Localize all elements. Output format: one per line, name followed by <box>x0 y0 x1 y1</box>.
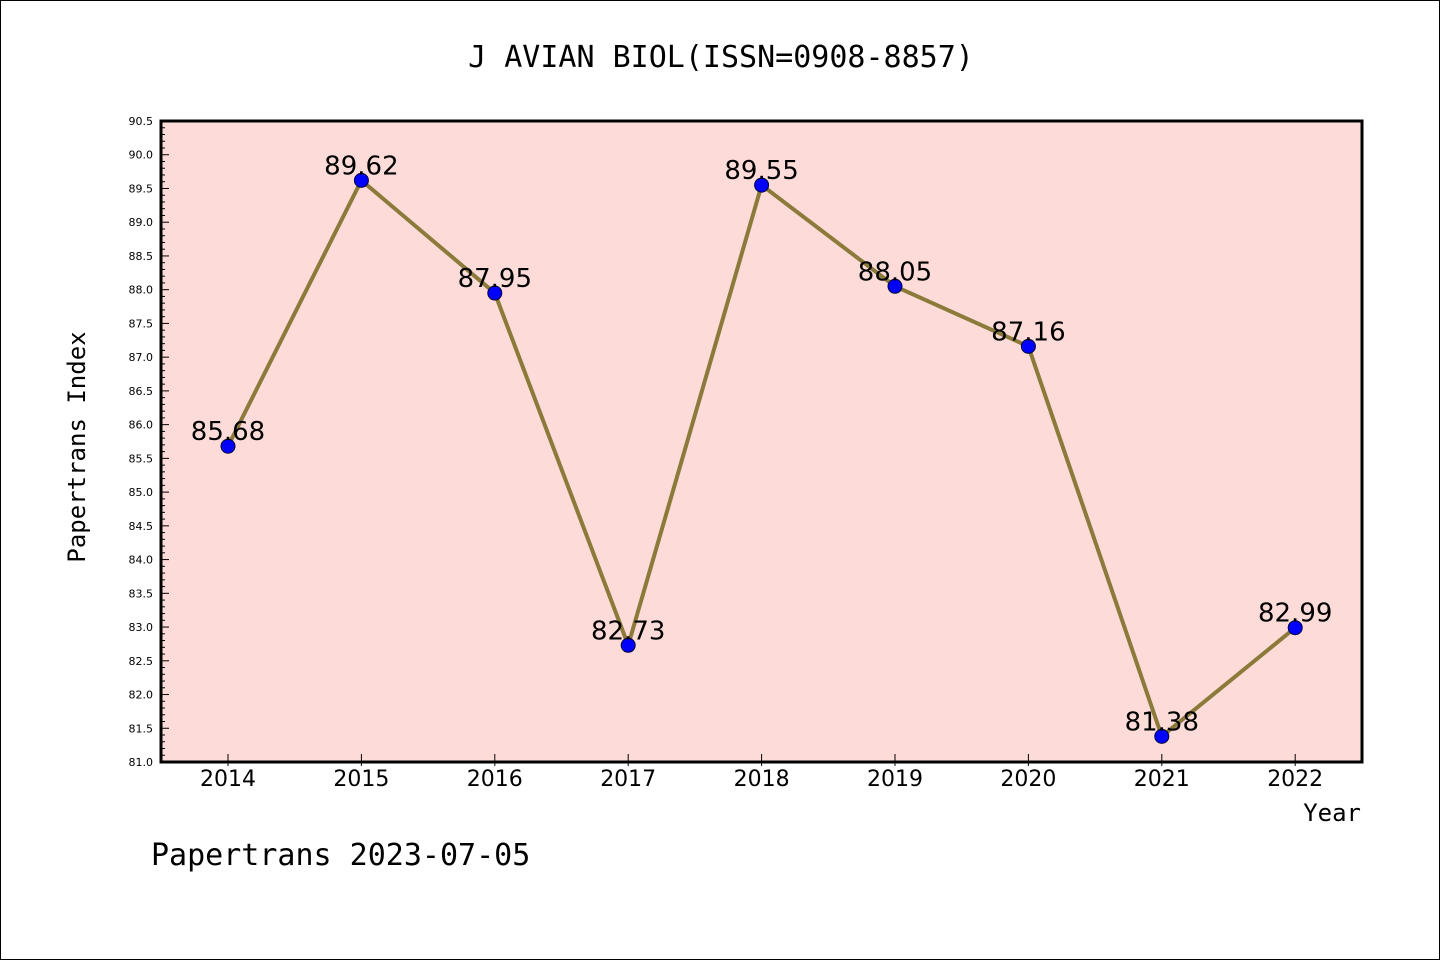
y-tick-label: 89.5 <box>129 182 154 195</box>
y-tick-label: 85.5 <box>129 452 154 465</box>
x-tick-label: 2020 <box>1000 767 1056 792</box>
y-tick-label: 82.5 <box>129 655 154 668</box>
data-point <box>1154 728 1170 744</box>
data-label: 88.05 <box>858 257 932 287</box>
plot-area <box>161 121 1362 762</box>
y-tick-label: 83.5 <box>129 587 154 600</box>
y-tick-label: 84.0 <box>129 554 154 567</box>
data-point <box>887 278 903 294</box>
x-tick-label: 2016 <box>467 767 523 792</box>
data-markers <box>220 172 1303 744</box>
plot-frame <box>159 119 1364 764</box>
y-tick-label: 88.0 <box>129 284 154 297</box>
y-tick-label: 81.0 <box>129 756 154 769</box>
data-label: 89.62 <box>324 151 398 181</box>
y-tick-label: 90.5 <box>129 115 154 128</box>
data-point <box>353 172 369 188</box>
data-point <box>220 438 236 454</box>
footer-text: Papertrans 2023-07-05 <box>151 838 530 873</box>
y-axis-label: Papertrans Index <box>63 331 91 562</box>
y-tick-label: 84.5 <box>129 520 154 533</box>
y-axis-ticks: 81.0 81.5 82.0 82.5 83.0 83.5 84.0 84.5 85.0 85.5… <box>129 115 169 769</box>
y-tick-label: 86.5 <box>129 385 154 398</box>
data-label: 82.99 <box>1258 599 1332 629</box>
x-tick-label: 2014 <box>200 767 256 792</box>
y-tick-label: 87.0 <box>129 351 154 364</box>
chart-title: J AVIAN BIOL(ISSN=0908-8857) <box>468 40 974 75</box>
y-tick-label: 88.5 <box>129 250 154 263</box>
y-tick-label: 89.0 <box>129 216 154 229</box>
data-label: 81.38 <box>1125 707 1199 737</box>
y-tick-label: 82.0 <box>129 689 154 702</box>
y-tick-label: 87.5 <box>129 317 154 330</box>
data-point <box>620 637 636 653</box>
data-point <box>754 177 770 193</box>
y-tick-label: 90.0 <box>129 149 154 162</box>
data-label: 87.16 <box>991 317 1065 347</box>
y-tick-label: 83.0 <box>129 621 154 634</box>
data-point <box>1020 338 1036 354</box>
y-tick-label: 85.0 <box>129 486 154 499</box>
y-tick-label: 81.5 <box>129 722 154 735</box>
data-label: 89.55 <box>724 156 798 186</box>
x-axis-label: Year <box>1303 799 1361 827</box>
data-point <box>487 285 503 301</box>
data-label: 85.68 <box>191 417 265 447</box>
x-tick-label: 2019 <box>867 767 923 792</box>
x-tick-label: 2021 <box>1134 767 1190 792</box>
data-point <box>1287 620 1303 636</box>
x-tick-label: 2015 <box>333 767 389 792</box>
y-tick-label: 86.0 <box>129 419 154 432</box>
data-labels: 85.68 89.62 87.95 82.73 89.55 88.05 87.16 81.38… <box>191 151 1333 737</box>
x-tick-label: 2017 <box>600 767 656 792</box>
x-tick-label: 2018 <box>734 767 790 792</box>
data-label: 87.95 <box>458 264 532 294</box>
data-label: 82.73 <box>591 616 665 646</box>
x-axis-ticks: 2014 2015 2016 2017 2018 2019 2020 2021 2022 <box>200 754 1323 792</box>
x-tick-label: 2022 <box>1267 767 1323 792</box>
